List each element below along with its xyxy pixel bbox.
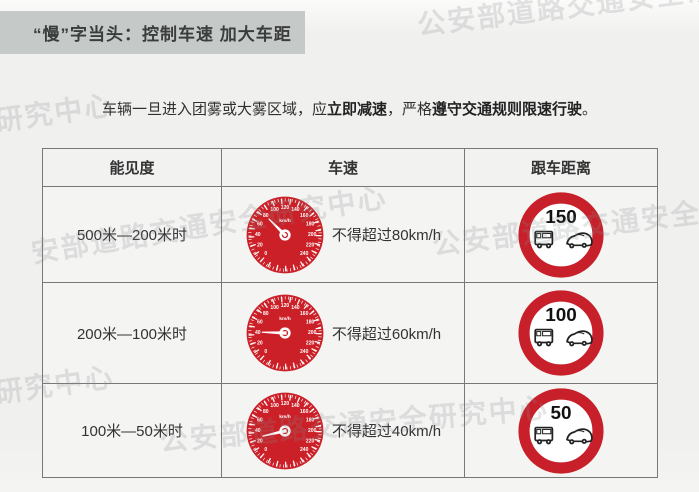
following-distance-sign-icon: 150 bbox=[518, 192, 604, 278]
distance-value: 100 bbox=[545, 305, 577, 326]
distance-cell: 150 bbox=[464, 186, 658, 283]
visibility-cell: 500米—200米时 bbox=[42, 186, 222, 283]
speed-limit-text: 不得超过40km/h bbox=[331, 423, 442, 440]
following-distance-sign-icon: 100 bbox=[518, 290, 604, 376]
distance-cell: 100 bbox=[464, 282, 658, 384]
table-row: 200米—100米时 不得超过60km/h 100 bbox=[42, 282, 658, 384]
visibility-cell: 100米—50米时 bbox=[42, 383, 222, 478]
following-distance-sign-icon: 50 bbox=[518, 388, 604, 474]
distance-cell: 50 bbox=[464, 383, 658, 478]
subtitle-segment: 。 bbox=[582, 101, 598, 118]
subtitle: 车辆一旦进入团雾或大雾区域，应立即减速，严格遵守交通规则限速行驶。 bbox=[0, 98, 699, 119]
table-row: 500米—200米时 不得超过80km/h 150 bbox=[42, 186, 658, 283]
speedometer-icon bbox=[245, 391, 325, 471]
header-cell-distance: 跟车距离 bbox=[464, 148, 658, 187]
speed-limit-text: 不得超过60km/h bbox=[331, 325, 442, 343]
speed-cell: 不得超过40km/h bbox=[221, 383, 465, 478]
visibility-cell: 200米—100米时 bbox=[42, 282, 222, 384]
speedometer-icon bbox=[245, 195, 325, 275]
subtitle-segment: 车辆一旦进入团雾或大雾区域，应 bbox=[101, 101, 327, 118]
table-row: 100米—50米时 不得超过40km/h 50 bbox=[42, 383, 658, 478]
distance-value: 150 bbox=[545, 206, 577, 227]
watermark: 公安部道路交通安全研究 bbox=[415, 0, 699, 41]
header-cell-visibility: 能见度 bbox=[42, 148, 222, 187]
page-title: “慢”字当头：控制车速 加大车距 bbox=[33, 25, 292, 44]
subtitle-bold-segment: 遵守交通规则限速行驶 bbox=[432, 101, 583, 118]
subtitle-segment: ，严格 bbox=[386, 101, 432, 118]
speed-cell: 不得超过80km/h bbox=[221, 186, 465, 283]
distance-value: 50 bbox=[550, 402, 571, 423]
title-bar: “慢”字当头：控制车速 加大车距 bbox=[0, 11, 305, 54]
header-cell-speed: 车速 bbox=[221, 148, 465, 187]
speed-limit-text: 不得超过80km/h bbox=[331, 227, 442, 244]
table-header-row: 能见度 车速 跟车距离 bbox=[42, 148, 658, 187]
speedometer-icon bbox=[245, 293, 325, 373]
subtitle-bold-segment: 立即减速 bbox=[326, 101, 387, 118]
speed-cell: 不得超过60km/h bbox=[221, 282, 465, 384]
fog-speed-table: 能见度 车速 跟车距离 500米—200米时 不得超过80km/h bbox=[42, 148, 658, 478]
